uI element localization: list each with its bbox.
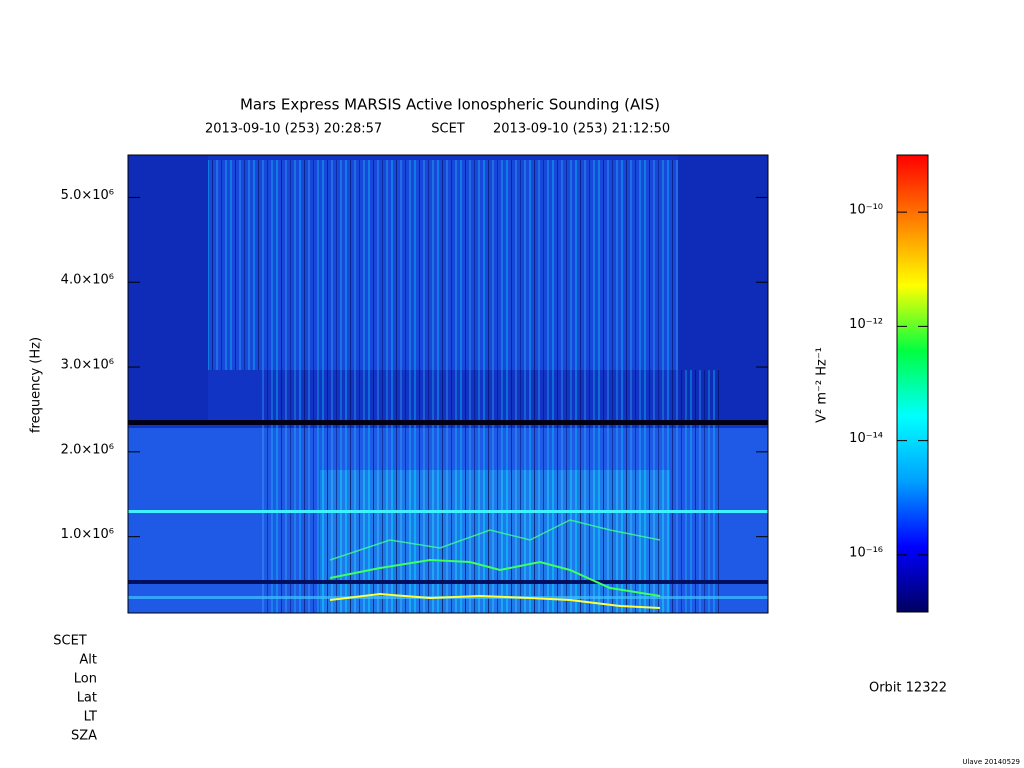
colorbar-tick-label: 10⁻¹² xyxy=(849,317,883,332)
ephemeris-label: SZA xyxy=(71,729,97,744)
start-time: 2013-09-10 (253) 20:28:57 xyxy=(205,122,382,137)
y-tick-label: 3.0×10⁶ xyxy=(61,358,114,373)
ephemeris-label: Lon xyxy=(74,672,97,687)
colorbar-tick-label: 10⁻¹⁶ xyxy=(849,545,883,560)
y-tick-label: 2.0×10⁶ xyxy=(61,442,114,457)
ephemeris-label: Alt xyxy=(79,653,97,668)
y-axis-label: frequency (Hz) xyxy=(29,337,44,433)
end-time: 2013-09-10 (253) 21:12:50 xyxy=(493,122,670,137)
colorbar xyxy=(896,154,929,613)
colorbar-tick-label: 10⁻¹⁰ xyxy=(849,203,883,218)
ephemeris-label: LT xyxy=(84,710,97,725)
ephemeris-label: Lat xyxy=(77,691,97,706)
footer: Ulave 20140529 xyxy=(962,758,1020,766)
y-tick-label: 4.0×10⁶ xyxy=(61,273,114,288)
y-tick-label: 1.0×10⁶ xyxy=(61,527,114,542)
y-tick-label: 5.0×10⁶ xyxy=(61,188,114,203)
orbit: Orbit 12322 xyxy=(869,681,947,696)
spectrogram xyxy=(127,154,769,614)
colorbar-tick-label: 10⁻¹⁴ xyxy=(849,431,883,446)
chart-title: Mars Express MARSIS Active Ionospheric S… xyxy=(240,96,660,114)
ephemeris-time-label: SCET xyxy=(53,634,87,649)
colorbar-label: V² m⁻² Hz⁻¹ xyxy=(815,347,830,423)
time-system: SCET xyxy=(431,122,465,137)
